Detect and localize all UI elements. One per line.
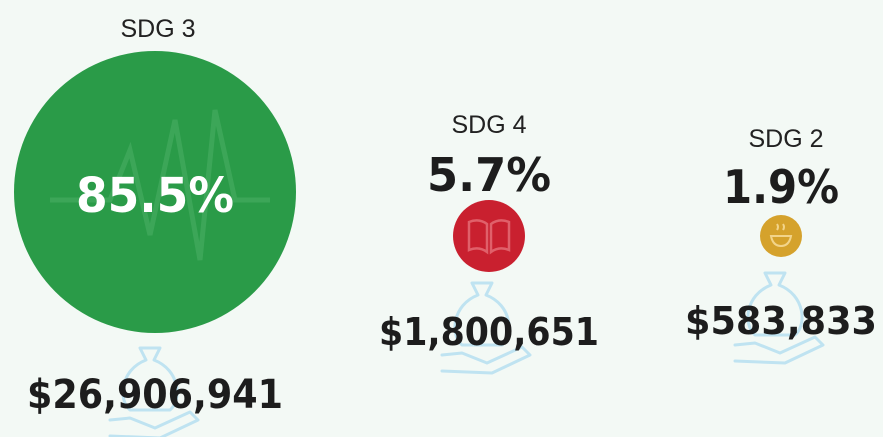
bubble [14,51,296,333]
amount: $1,800,651 [379,310,599,354]
sdg-3-item: SDG 3 85.5% $26,906,941 [14,15,296,437]
book-icon [467,219,511,255]
share: 1.9% [723,160,839,214]
label: SDG 2 [748,125,823,153]
sdg-2-item: SDG 2 1.9% $583,833 [685,125,877,365]
label: SDG 4 [451,111,526,139]
amount: $583,833 [685,299,877,343]
share: 85.5% [76,168,234,224]
bubble [453,200,525,272]
amount: $26,906,941 [27,372,283,418]
heartbeat-icon [50,109,270,261]
money-bag-icon [733,271,825,365]
sdg-4-item: SDG 4 5.7% $1,800,651 [379,111,599,375]
money-bag-icon [108,346,200,437]
label: SDG 3 [120,15,195,43]
share: 5.7% [427,148,551,202]
money-bag-icon [440,281,532,375]
bowl-icon [769,223,793,248]
